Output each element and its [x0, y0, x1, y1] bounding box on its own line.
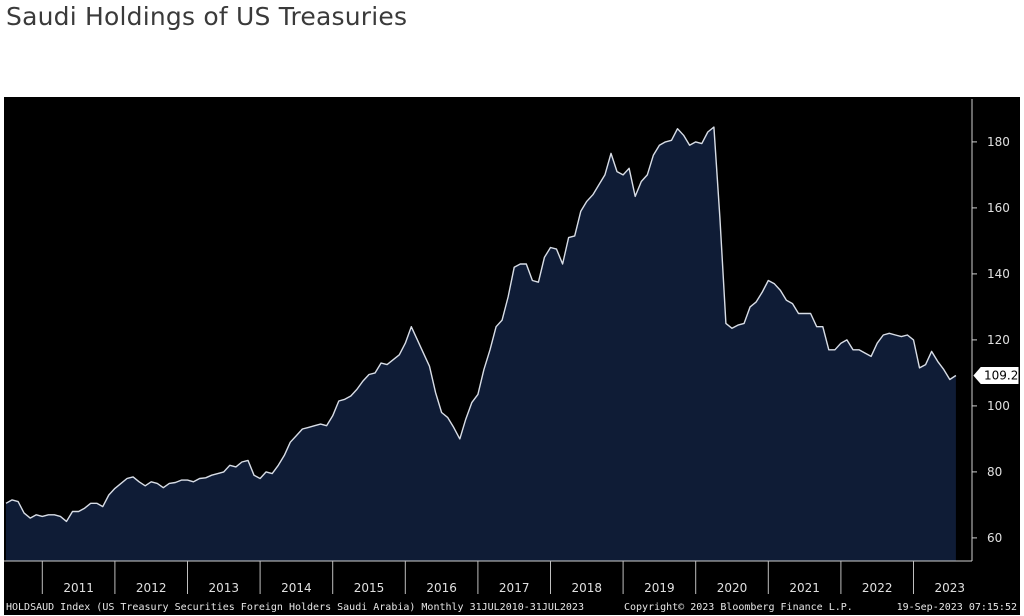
series-area	[6, 127, 956, 561]
plot-area	[5, 126, 957, 561]
y-axis: 60 80 100 120 140 160 180 109.2	[971, 99, 1019, 561]
chart-frame: 60 80 100 120 140 160 180 109.2 2011 2012 2013 201…	[4, 97, 1020, 615]
y-tick-label: 120	[987, 333, 1010, 347]
x-tick-label: 2021	[789, 581, 820, 595]
footer-timestamp: 19-Sep-2023 07:15:52	[897, 602, 1017, 613]
x-tick-label: 2016	[426, 581, 457, 595]
x-axis: 2011 2012 2013 2014 2015 2016 2017 2018 2019 2020…	[4, 560, 972, 595]
last-value-flag	[973, 367, 1019, 385]
footer: HOLDSAUD Index (US Treasury Securities F…	[6, 602, 1017, 613]
y-tick-label: 140	[987, 267, 1010, 281]
y-tick-label: 100	[987, 399, 1010, 413]
x-tick-label: 2019	[644, 581, 675, 595]
y-tick-label: 80	[987, 465, 1002, 479]
y-tick-label: 60	[987, 531, 1002, 545]
x-tick-label: 2023	[935, 581, 966, 595]
last-value-label: 109.2	[984, 369, 1018, 383]
x-tick-label: 2012	[136, 581, 167, 595]
series-line	[5, 126, 957, 523]
x-tick-label: 2013	[209, 581, 240, 595]
x-tick-label: 2015	[354, 581, 385, 595]
y-tick-label: 160	[987, 201, 1010, 215]
page-title: Saudi Holdings of US Treasuries	[6, 2, 408, 31]
x-tick-label: 2011	[63, 581, 94, 595]
x-tick-label: 2014	[281, 581, 312, 595]
x-tick-label: 2018	[572, 581, 603, 595]
footer-source: HOLDSAUD Index (US Treasury Securities F…	[6, 602, 584, 613]
x-tick-label: 2017	[499, 581, 530, 595]
y-tick-label: 180	[987, 135, 1010, 149]
x-tick-label: 2020	[717, 581, 748, 595]
footer-copyright: Copyright© 2023 Bloomberg Finance L.P.	[624, 602, 853, 613]
x-tick-label: 2022	[862, 581, 893, 595]
